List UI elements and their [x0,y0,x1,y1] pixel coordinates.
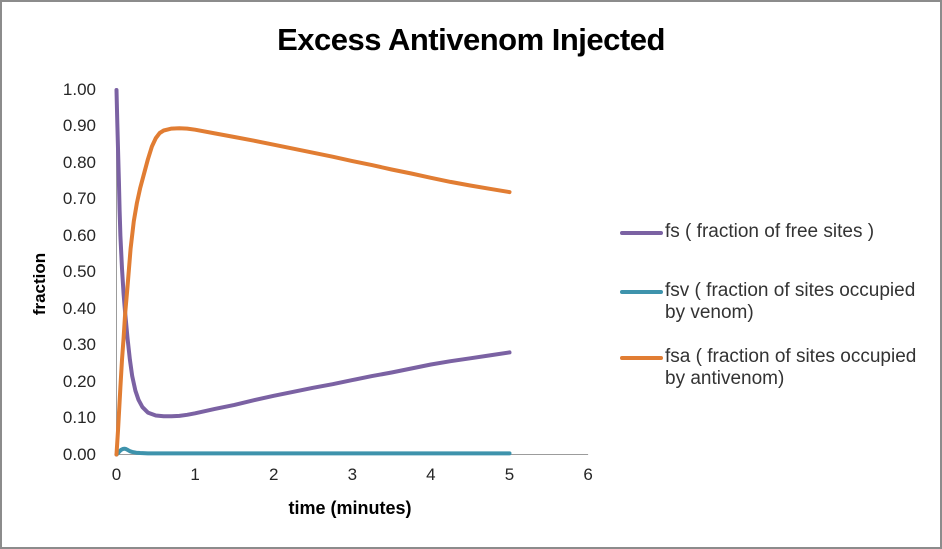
y-tick-label: 0.60 [62,225,96,245]
legend-item-fs: fs ( fraction of free sites ) [620,221,933,243]
y-tick-label: 0.10 [62,408,96,428]
series-line-fs [114,88,512,419]
series-line-fsv [114,446,512,457]
y-tick-label: 0.80 [62,152,96,172]
chart-title: Excess Antivenom Injected [277,22,665,57]
y-tick-label: 0.50 [62,262,96,282]
x-tick-label: 1 [190,465,200,484]
y-tick-label: 0.20 [62,371,96,391]
fsv-line-swatch [620,290,663,294]
x-tick-label: 6 [583,465,593,484]
series-line-fsa [114,126,512,457]
fs-line-swatch [620,231,663,235]
legend-item-fsv: fsv ( fraction of sites occupied by veno… [620,280,933,324]
x-tick-label: 2 [268,465,279,484]
y-tick-label: 0.70 [62,189,96,209]
y-tick-label: 0.00 [62,444,96,464]
y-axis-title: fraction [30,252,49,316]
x-tick-label: 4 [426,465,436,484]
y-tick-label: 0.40 [62,298,96,318]
x-tick-label: 3 [347,465,358,484]
legend-label-fsv: fsv ( fraction of sites occupied by veno… [665,280,916,323]
legend-label-fsa: fsa ( fraction of sites occupied by anti… [665,346,917,389]
x-tick-label: 5 [504,465,515,484]
y-tick-label: 0.90 [62,116,96,136]
x-axis-title: time (minutes) [288,498,412,518]
legend-item-fsa: fsa ( fraction of sites occupied by anti… [620,346,933,390]
fsa-line-swatch [620,356,663,360]
y-tick-label: 0.30 [62,335,96,355]
x-tick-label: 0 [111,465,122,484]
legend-label-fs: fs ( fraction of free sites ) [665,221,875,242]
y-tick-label: 1.00 [62,80,96,99]
